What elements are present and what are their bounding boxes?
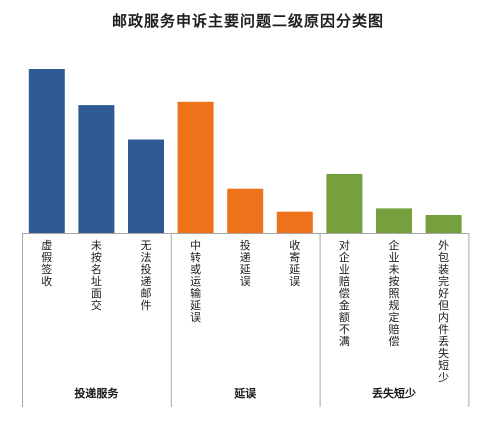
category-label: 对企业赔偿金额不满 [338,239,350,348]
category-label: 虚假签收 [41,239,53,288]
bar-2 [78,105,115,233]
bar-9 [425,215,462,233]
bar-6 [276,211,313,233]
category-label: 未按名址面交 [90,239,102,312]
bar-8 [376,208,412,233]
bar-4 [177,101,214,233]
category-label: 中转或运输延误 [190,239,202,324]
category-label: 收寄延误 [289,239,301,288]
bar-7 [326,174,363,233]
group-label: 投递服务 [74,387,119,400]
bar-5 [227,188,264,233]
bar-1 [28,69,65,233]
category-label: 外包装完好但内件丢失短少 [438,239,450,384]
category-label: 投递延误 [239,239,251,288]
chart-title: 邮政服务申诉主要问题二级原因分类图 [111,12,384,30]
bar-3 [128,139,164,233]
category-label: 企业未按照规定赔偿 [388,239,400,348]
category-label: 无法投递邮件 [140,239,152,312]
group-label: 丢失短少 [371,387,416,400]
group-label: 延误 [234,387,257,400]
